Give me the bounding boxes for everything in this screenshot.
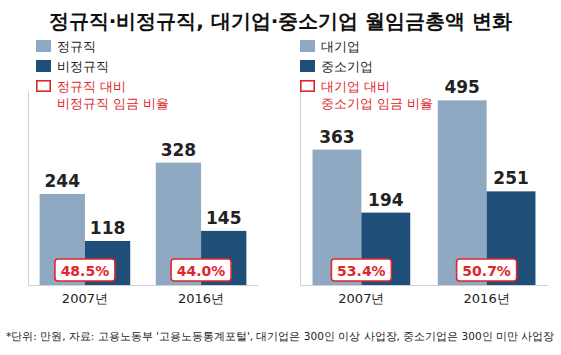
x-tick-label: 2016년 <box>178 291 224 306</box>
x-tick: 2016년 <box>464 291 510 306</box>
chart-canvas: 정규직·비정규직, 대기업·중소기업 월임금총액 변화 *단위: 만원, 자료: … <box>0 0 561 355</box>
title: 정규직·비정규직, 대기업·중소기업 월임금총액 변화 <box>49 9 513 33</box>
legend-label: 중소기업 <box>321 59 373 74</box>
ratio-boxes: 53.4% 50.7% <box>331 259 516 281</box>
data-label: 118 <box>90 218 126 238</box>
legend-label: 비정규직 임금 비율 <box>57 96 169 111</box>
data-label: 194 <box>368 190 404 210</box>
ratio-boxes: 48.5% 44.0% <box>55 259 231 281</box>
ratio-box <box>171 259 231 281</box>
legend-label: 대기업 <box>321 39 360 54</box>
ratio-box <box>55 259 115 281</box>
data-labels: 363 495 194 251 <box>319 77 529 209</box>
y-axis-line <box>28 92 29 286</box>
x-tick: 2007년 <box>62 291 108 306</box>
legend-swatch <box>300 60 315 72</box>
y-axis-line <box>300 92 301 286</box>
legend-swatch <box>301 81 314 91</box>
bars <box>313 100 536 285</box>
data-labels: 244 328 118 145 <box>45 140 242 238</box>
y-axis <box>300 92 301 286</box>
data-label: 244 <box>45 171 81 191</box>
legend: 대기업중소기업대기업 대비중소기업 임금 비율 <box>300 39 433 111</box>
legend-label: 비정규직 <box>57 59 109 74</box>
x-tick-label: 2007년 <box>338 291 384 306</box>
legend-label: 정규직 <box>57 39 96 54</box>
x-axis: 2007년 2016년 <box>301 286 549 307</box>
legend-swatch <box>37 81 50 91</box>
data-label: 251 <box>493 168 529 188</box>
data-label: 363 <box>319 127 355 147</box>
data-label: 328 <box>161 140 197 160</box>
legend-label: 정규직 대비 <box>57 79 126 94</box>
bars <box>40 163 247 285</box>
x-tick-label: 2007년 <box>62 291 108 306</box>
data-label: 495 <box>444 77 480 97</box>
legend-swatch <box>300 40 315 52</box>
x-axis-line <box>29 285 259 286</box>
ratio-box <box>331 259 391 281</box>
data-label: 145 <box>206 208 242 228</box>
x-tick: 2016년 <box>178 291 224 306</box>
ratio-box <box>457 259 517 281</box>
x-axis-line <box>301 285 549 286</box>
ratio-label: 50.7% <box>462 263 511 279</box>
ratio-label: 48.5% <box>61 263 110 279</box>
footnote: *단위: 만원, 자료: 고용노동부 '고용노동통계포털', 대기업은 300인… <box>6 330 554 342</box>
x-axis: 2007년 2016년 <box>29 286 259 307</box>
y-axis <box>28 92 29 286</box>
legend: 정규직비정규직정규직 대비비정규직 임금 비율 <box>36 39 169 111</box>
legend-label: 대기업 대비 <box>321 79 390 94</box>
ratio-label: 53.4% <box>337 263 386 279</box>
ratio-label: 44.0% <box>177 263 226 279</box>
background <box>0 0 561 355</box>
legend-swatch <box>36 60 51 72</box>
x-tick-label: 2016년 <box>464 291 510 306</box>
x-tick: 2007년 <box>338 291 384 306</box>
chart-panel: 2007년2016년24432811814548.5%44.0%정규직비정규직정… <box>29 39 259 306</box>
legend-swatch <box>36 40 51 52</box>
legend-label: 중소기업 임금 비율 <box>321 96 433 111</box>
bar <box>438 100 487 285</box>
chart-panel: 2007년2016년36349519425153.4%50.7%대기업중소기업대… <box>300 39 549 306</box>
